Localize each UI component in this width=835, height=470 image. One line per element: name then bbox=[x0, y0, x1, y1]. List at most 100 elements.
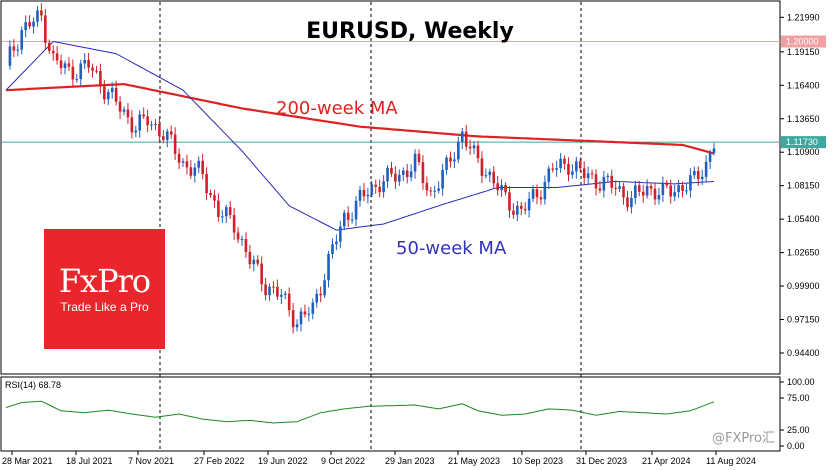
candle-body bbox=[146, 116, 149, 126]
candle-body bbox=[12, 46, 16, 51]
candle-body bbox=[425, 182, 429, 191]
candle-body bbox=[712, 148, 716, 153]
candle-body bbox=[374, 184, 378, 187]
candle-body bbox=[500, 184, 503, 191]
candle-body bbox=[468, 146, 472, 149]
candle-body bbox=[634, 185, 637, 199]
time-tick-label: 7 Nov 2021 bbox=[128, 456, 174, 466]
candle-body bbox=[40, 10, 43, 16]
candle-body bbox=[20, 30, 24, 50]
candle-body bbox=[44, 15, 47, 43]
time-tick-label: 21 Apr 2024 bbox=[642, 456, 691, 466]
candle-body bbox=[551, 168, 555, 170]
watermark: @FXPro汇 bbox=[712, 431, 776, 446]
price-tick-label: 1.21990 bbox=[787, 12, 820, 22]
time-axis: 28 Mar 2021 18 Jul 2021 7 Nov 2021 27 Feb 2… bbox=[2, 451, 756, 466]
candle-body bbox=[36, 10, 39, 22]
price-label-box bbox=[781, 136, 826, 149]
candle-body bbox=[47, 42, 51, 51]
candle-body bbox=[248, 251, 252, 265]
horizontal-lines bbox=[2, 41, 780, 143]
candle-body bbox=[291, 310, 295, 328]
candle-body bbox=[51, 50, 55, 54]
candle-body bbox=[264, 284, 267, 296]
candle-body bbox=[527, 198, 531, 211]
candle-body bbox=[217, 200, 220, 217]
candle-body bbox=[138, 114, 142, 131]
candle-body bbox=[476, 145, 480, 159]
candle-body bbox=[83, 59, 86, 64]
rsi-axis: 100.00 75.00 25.00 0.00 bbox=[780, 377, 815, 451]
time-tick-label: 18 Jul 2021 bbox=[66, 456, 113, 466]
candle-body bbox=[637, 185, 641, 192]
candle-body bbox=[649, 185, 653, 189]
candle-body bbox=[209, 193, 212, 196]
candle-body bbox=[354, 200, 358, 220]
price-tick-label: 0.97150 bbox=[787, 315, 820, 325]
candle-body bbox=[339, 226, 342, 242]
candle-body bbox=[185, 161, 189, 168]
candle-body bbox=[409, 171, 413, 178]
candle-body bbox=[669, 185, 673, 197]
candles bbox=[8, 3, 716, 334]
candle-body bbox=[252, 259, 256, 265]
rsi-tick-label: 75.00 bbox=[787, 393, 810, 403]
candle-body bbox=[626, 197, 629, 208]
candle-body bbox=[398, 174, 401, 182]
candle-body bbox=[614, 187, 617, 189]
price-tick-label: 0.99900 bbox=[787, 281, 820, 291]
chart-title: EURUSD, Weekly bbox=[306, 19, 514, 44]
candle-body bbox=[197, 160, 201, 168]
candle-body bbox=[681, 185, 684, 191]
candle-body bbox=[657, 194, 661, 200]
ma200-annotation: 200-week MA bbox=[276, 98, 398, 119]
price-tick-label: 1.08150 bbox=[787, 181, 820, 191]
candle-body bbox=[586, 173, 590, 178]
price-tick-label: 1.05400 bbox=[787, 214, 820, 224]
candle-body bbox=[523, 208, 527, 211]
candle-body bbox=[602, 177, 606, 191]
candle-body bbox=[689, 175, 692, 191]
price-pane-border bbox=[0, 0, 781, 375]
candle-body bbox=[162, 136, 165, 140]
candle-body bbox=[315, 293, 319, 303]
candle-body bbox=[181, 161, 185, 163]
candle-body bbox=[665, 182, 669, 186]
candle-body bbox=[492, 171, 496, 184]
candle-body bbox=[173, 134, 177, 154]
time-tick-label: 28 Mar 2021 bbox=[2, 456, 53, 466]
rsi-tick-label: 0.00 bbox=[787, 441, 805, 451]
candle-body bbox=[63, 63, 67, 69]
candle-body bbox=[417, 153, 421, 163]
candle-body bbox=[327, 253, 330, 281]
candle-body bbox=[453, 159, 456, 162]
candle-body bbox=[311, 302, 315, 314]
candle-body bbox=[429, 190, 433, 192]
candle-body bbox=[169, 131, 173, 135]
candle-body bbox=[299, 311, 303, 325]
price-tick-label: 1.10900 bbox=[787, 147, 820, 157]
candle-body bbox=[366, 194, 370, 197]
price-tick-label: 1.13650 bbox=[787, 114, 820, 124]
candle-body bbox=[236, 232, 240, 240]
candle-body bbox=[319, 293, 322, 296]
rsi-line bbox=[5, 400, 715, 424]
candle-body bbox=[496, 183, 499, 191]
candle-body bbox=[464, 131, 468, 147]
candle-body bbox=[158, 124, 161, 137]
candle-body bbox=[401, 170, 405, 175]
candle-body bbox=[696, 171, 700, 180]
candle-body bbox=[519, 205, 523, 209]
candle-body bbox=[543, 181, 547, 200]
candle-body bbox=[378, 186, 381, 193]
candle-body bbox=[618, 186, 621, 189]
candle-body bbox=[150, 124, 153, 126]
candle-body bbox=[508, 192, 511, 211]
candle-body bbox=[673, 192, 676, 197]
candle-body bbox=[708, 152, 712, 162]
candle-body bbox=[661, 182, 665, 195]
candle-body bbox=[567, 163, 570, 175]
candle-body bbox=[224, 207, 228, 217]
candle-body bbox=[95, 70, 98, 72]
